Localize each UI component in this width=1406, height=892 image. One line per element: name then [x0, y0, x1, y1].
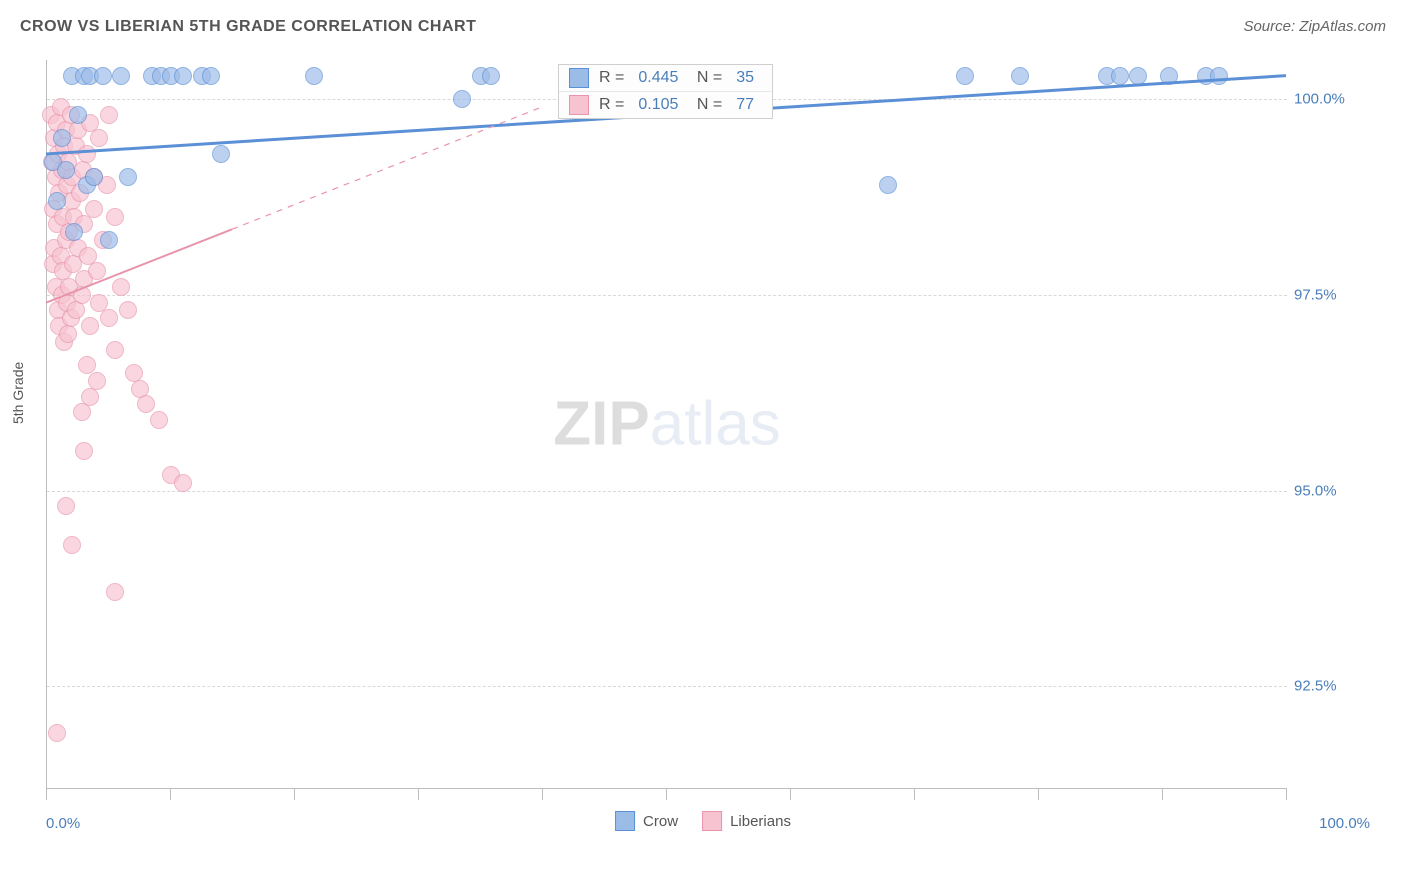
chart-title: CROW VS LIBERIAN 5TH GRADE CORRELATION C…	[20, 18, 476, 36]
point-liberians	[85, 200, 103, 218]
x-tick	[1162, 788, 1163, 800]
gridline	[47, 491, 1287, 492]
point-crow	[174, 67, 192, 85]
swatch-icon	[569, 95, 589, 115]
y-tick-label: 97.5%	[1294, 286, 1337, 303]
point-liberians	[106, 583, 124, 601]
point-liberians	[73, 286, 91, 304]
point-liberians	[63, 536, 81, 554]
point-liberians	[78, 356, 96, 374]
point-crow	[69, 106, 87, 124]
legend-item-crow: Crow	[615, 812, 678, 832]
point-liberians	[119, 301, 137, 319]
point-crow	[1011, 67, 1029, 85]
gridline	[47, 295, 1287, 296]
legend-bottom: Crow Liberians	[615, 812, 791, 832]
y-axis-title: 5th Grade	[10, 362, 26, 424]
legend-row: R =0.445 N =35	[559, 65, 772, 92]
point-crow	[305, 67, 323, 85]
x-tick	[46, 788, 47, 800]
y-tick-label: 95.0%	[1294, 482, 1337, 499]
point-crow	[1210, 67, 1228, 85]
point-liberians	[57, 497, 75, 515]
x-max-label: 100.0%	[1319, 815, 1370, 832]
plot-area: ZIPatlas	[46, 60, 1287, 789]
point-liberians	[75, 442, 93, 460]
point-liberians	[106, 341, 124, 359]
point-liberians	[73, 403, 91, 421]
gridline	[47, 686, 1287, 687]
x-tick	[790, 788, 791, 800]
point-liberians	[88, 262, 106, 280]
point-crow	[1111, 67, 1129, 85]
point-liberians	[112, 278, 130, 296]
point-liberians	[150, 411, 168, 429]
watermark: ZIPatlas	[553, 389, 780, 460]
x-tick	[170, 788, 171, 800]
y-tick-label: 92.5%	[1294, 678, 1337, 695]
source-label: Source: ZipAtlas.com	[1243, 18, 1386, 35]
point-liberians	[67, 301, 85, 319]
point-crow	[85, 168, 103, 186]
point-crow	[119, 168, 137, 186]
swatch-crow	[615, 811, 635, 831]
point-liberians	[48, 724, 66, 742]
x-tick	[542, 788, 543, 800]
point-crow	[100, 231, 118, 249]
x-tick	[914, 788, 915, 800]
point-crow	[879, 176, 897, 194]
x-tick	[418, 788, 419, 800]
correlation-legend: R =0.445 N =35R =0.105 N =77	[558, 64, 773, 119]
x-tick	[1038, 788, 1039, 800]
point-crow	[956, 67, 974, 85]
point-liberians	[81, 317, 99, 335]
point-liberians	[90, 129, 108, 147]
point-crow	[53, 129, 71, 147]
header: CROW VS LIBERIAN 5TH GRADE CORRELATION C…	[20, 18, 1386, 36]
point-crow	[482, 67, 500, 85]
x-tick	[666, 788, 667, 800]
swatch-icon	[569, 68, 589, 88]
point-crow	[1160, 67, 1178, 85]
legend-item-liberians: Liberians	[702, 812, 791, 832]
point-liberians	[106, 208, 124, 226]
legend-row: R =0.105 N =77	[559, 92, 772, 118]
x-min-label: 0.0%	[46, 815, 80, 832]
point-crow	[65, 223, 83, 241]
point-liberians	[174, 474, 192, 492]
point-crow	[48, 192, 66, 210]
y-tick-label: 100.0%	[1294, 91, 1345, 108]
point-crow	[202, 67, 220, 85]
point-liberians	[100, 106, 118, 124]
point-liberians	[88, 372, 106, 390]
point-crow	[57, 161, 75, 179]
point-liberians	[78, 145, 96, 163]
point-crow	[453, 90, 471, 108]
point-crow	[112, 67, 130, 85]
point-crow	[212, 145, 230, 163]
point-liberians	[59, 325, 77, 343]
x-tick	[294, 788, 295, 800]
point-liberians	[100, 309, 118, 327]
swatch-liberians	[702, 811, 722, 831]
point-crow	[1129, 67, 1147, 85]
x-tick	[1286, 788, 1287, 800]
point-liberians	[137, 395, 155, 413]
point-crow	[94, 67, 112, 85]
